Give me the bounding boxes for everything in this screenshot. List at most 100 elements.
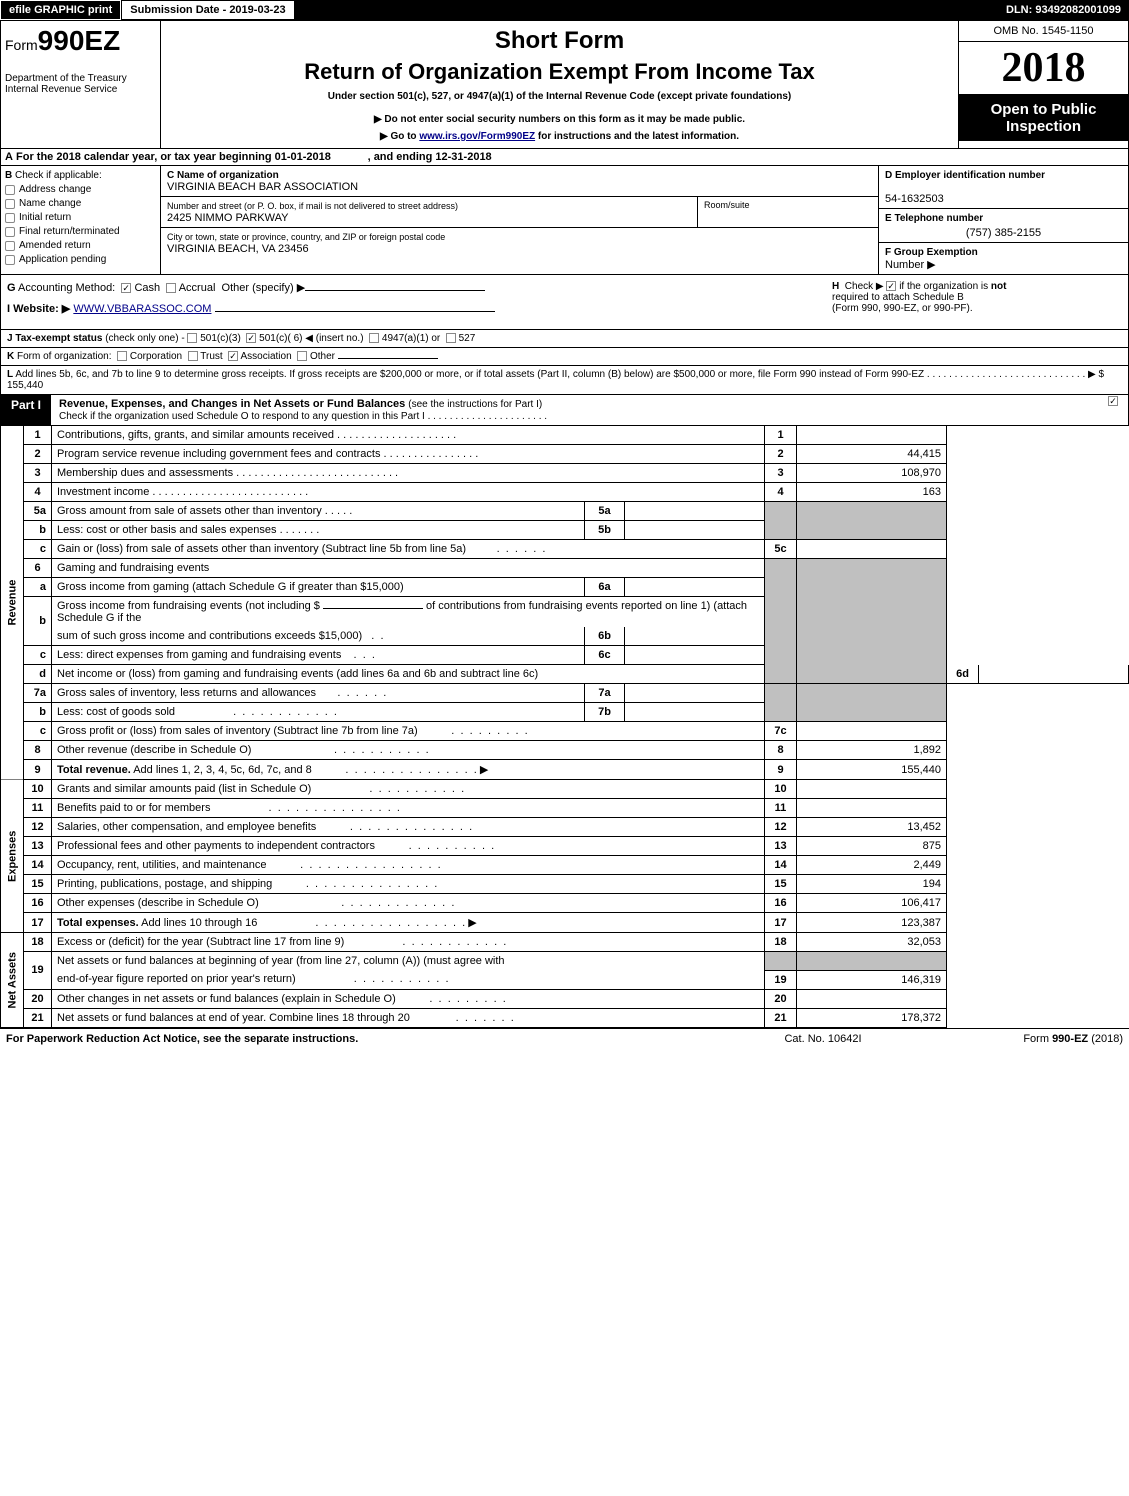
line-7a-mini: 7a	[585, 684, 625, 703]
j-label: J Tax-exempt status	[7, 333, 102, 344]
line-6d-desc: Net income or (loss) from gaming and fun…	[52, 665, 765, 684]
footer-mid: Cat. No. 10642I	[723, 1033, 923, 1045]
initial-return-label: Initial return	[19, 212, 71, 223]
line-16-desc-text: Other expenses (describe in Schedule O)	[57, 897, 259, 909]
line-20-amount	[797, 989, 947, 1008]
line-11-num: 11	[24, 799, 52, 818]
h-check-label: Check ▶	[845, 281, 884, 292]
line-7c-desc-text: Gross profit or (loss) from sales of inv…	[57, 725, 418, 737]
line-20-rnum: 20	[765, 989, 797, 1008]
line-14-amount: 2,449	[797, 856, 947, 875]
line-16-num: 16	[24, 894, 52, 913]
cash-checkbox[interactable]	[121, 283, 131, 293]
j-527-checkbox[interactable]	[446, 333, 456, 343]
line-1-desc: Contributions, gifts, grants, and simila…	[52, 426, 765, 445]
line-14: 14 Occupancy, rent, utilities, and maint…	[1, 856, 1129, 875]
footer-right: Form 990-EZ (2018)	[923, 1033, 1123, 1045]
info-right: D Employer identification number 54-1632…	[878, 166, 1128, 274]
h-checkbox[interactable]	[886, 281, 896, 291]
chk-application-pending[interactable]: Application pending	[5, 254, 156, 265]
section-d: D Employer identification number 54-1632…	[879, 166, 1128, 209]
j-501c-checkbox[interactable]	[246, 333, 256, 343]
line-10-num: 10	[24, 780, 52, 799]
line-10-amount	[797, 780, 947, 799]
line-18-desc-text: Excess or (deficit) for the year (Subtra…	[57, 936, 344, 948]
chk-amended-return[interactable]: Amended return	[5, 240, 156, 251]
line-4-num: 4	[24, 483, 52, 502]
chk-final-return[interactable]: Final return/terminated	[5, 226, 156, 237]
line-3-rnum: 3	[765, 464, 797, 483]
line-5c-desc: Gain or (loss) from sale of assets other…	[52, 540, 765, 559]
chk-initial-return[interactable]: Initial return	[5, 212, 156, 223]
line-1-rnum: 1	[765, 426, 797, 445]
line-8-amount: 1,892	[797, 741, 947, 760]
footer-left: For Paperwork Reduction Act Notice, see …	[6, 1033, 723, 1045]
line-11-rnum: 11	[765, 799, 797, 818]
goto-suffix: for instructions and the latest informat…	[535, 131, 739, 142]
part-1-checkbox[interactable]	[1108, 396, 1118, 406]
line-5c-desc-text: Gain or (loss) from sale of assets other…	[57, 543, 466, 555]
chk-address-change[interactable]: Address change	[5, 184, 156, 195]
line-7b-num: b	[24, 703, 52, 722]
line-9: 9 Total revenue. Add lines 1, 2, 3, 4, 5…	[1, 760, 1129, 780]
tax-year: 2018	[959, 42, 1128, 95]
line-5ab-rnum-grey	[765, 502, 797, 540]
irs-link[interactable]: www.irs.gov/Form990EZ	[419, 131, 535, 142]
line-7c: c Gross profit or (loss) from sales of i…	[1, 722, 1129, 741]
return-title: Return of Organization Exempt From Incom…	[171, 59, 948, 85]
line-7c-amount	[797, 722, 947, 741]
line-7b-mini-val	[625, 703, 765, 722]
line-11: 11 Benefits paid to or for members . . .…	[1, 799, 1129, 818]
under-section-text: Under section 501(c), 527, or 4947(a)(1)…	[171, 91, 948, 102]
j-501c3-checkbox[interactable]	[187, 333, 197, 343]
c-label: C	[167, 170, 174, 181]
accrual-label: Accrual	[179, 282, 216, 294]
line-6a-mini-val	[625, 578, 765, 597]
line-6b-desc-1: Gross income from fundraising events (no…	[52, 597, 765, 628]
k-assoc-checkbox[interactable]	[228, 351, 238, 361]
line-17-amount: 123,387	[797, 913, 947, 933]
line-5a-num: 5a	[24, 502, 52, 521]
goto-text: ▶ Go to www.irs.gov/Form990EZ for instru…	[171, 131, 948, 142]
k-other-input[interactable]	[338, 358, 438, 359]
amended-return-label: Amended return	[19, 240, 91, 251]
line-6b-input[interactable]	[323, 608, 423, 609]
j-4947-checkbox[interactable]	[369, 333, 379, 343]
footer: For Paperwork Reduction Act Notice, see …	[0, 1028, 1129, 1049]
k-trust-checkbox[interactable]	[188, 351, 198, 361]
line-13-rnum: 13	[765, 837, 797, 856]
website-link[interactable]: WWW.VBBARASSOC.COM	[73, 303, 211, 315]
line-2: 2 Program service revenue including gove…	[1, 445, 1129, 464]
efile-print-button[interactable]: efile GRAPHIC print	[0, 0, 121, 20]
form-header: Form990EZ Department of the Treasury Int…	[0, 20, 1129, 149]
line-20-num: 20	[24, 989, 52, 1008]
line-17-num: 17	[24, 913, 52, 933]
k-other-checkbox[interactable]	[297, 351, 307, 361]
line-19-desc-2: end-of-year figure reported on prior yea…	[52, 970, 765, 989]
k-text: Form of organization:	[17, 351, 112, 362]
accrual-checkbox[interactable]	[166, 283, 176, 293]
line-5a: 5a Gross amount from sale of assets othe…	[1, 502, 1129, 521]
irs-label: Internal Revenue Service	[5, 84, 117, 95]
phone-label: E Telephone number	[885, 213, 983, 224]
line-21-desc-text: Net assets or fund balances at end of ye…	[57, 1012, 410, 1024]
line-11-desc-text: Benefits paid to or for members	[57, 802, 210, 814]
line-5b-num: b	[24, 521, 52, 540]
other-specify-input[interactable]	[305, 290, 485, 291]
k-corp-checkbox[interactable]	[117, 351, 127, 361]
part-1-title-text: Revenue, Expenses, and Changes in Net As…	[59, 398, 408, 410]
line-2-amount: 44,415	[797, 445, 947, 464]
l-label: L	[7, 369, 13, 380]
k-assoc-label: Association	[241, 351, 292, 362]
line-16-amount: 106,417	[797, 894, 947, 913]
ein-label: D Employer identification number	[885, 170, 1045, 181]
line-3-num: 3	[24, 464, 52, 483]
line-6a-mini: 6a	[585, 578, 625, 597]
short-form-title: Short Form	[171, 27, 948, 55]
room-suite-label: Room/suite	[704, 200, 750, 210]
line-4-rnum: 4	[765, 483, 797, 502]
line-19-num: 19	[24, 952, 52, 990]
chk-name-change[interactable]: Name change	[5, 198, 156, 209]
checkbox-icon	[5, 241, 15, 251]
other-specify-label: Other (specify) ▶	[222, 282, 306, 294]
